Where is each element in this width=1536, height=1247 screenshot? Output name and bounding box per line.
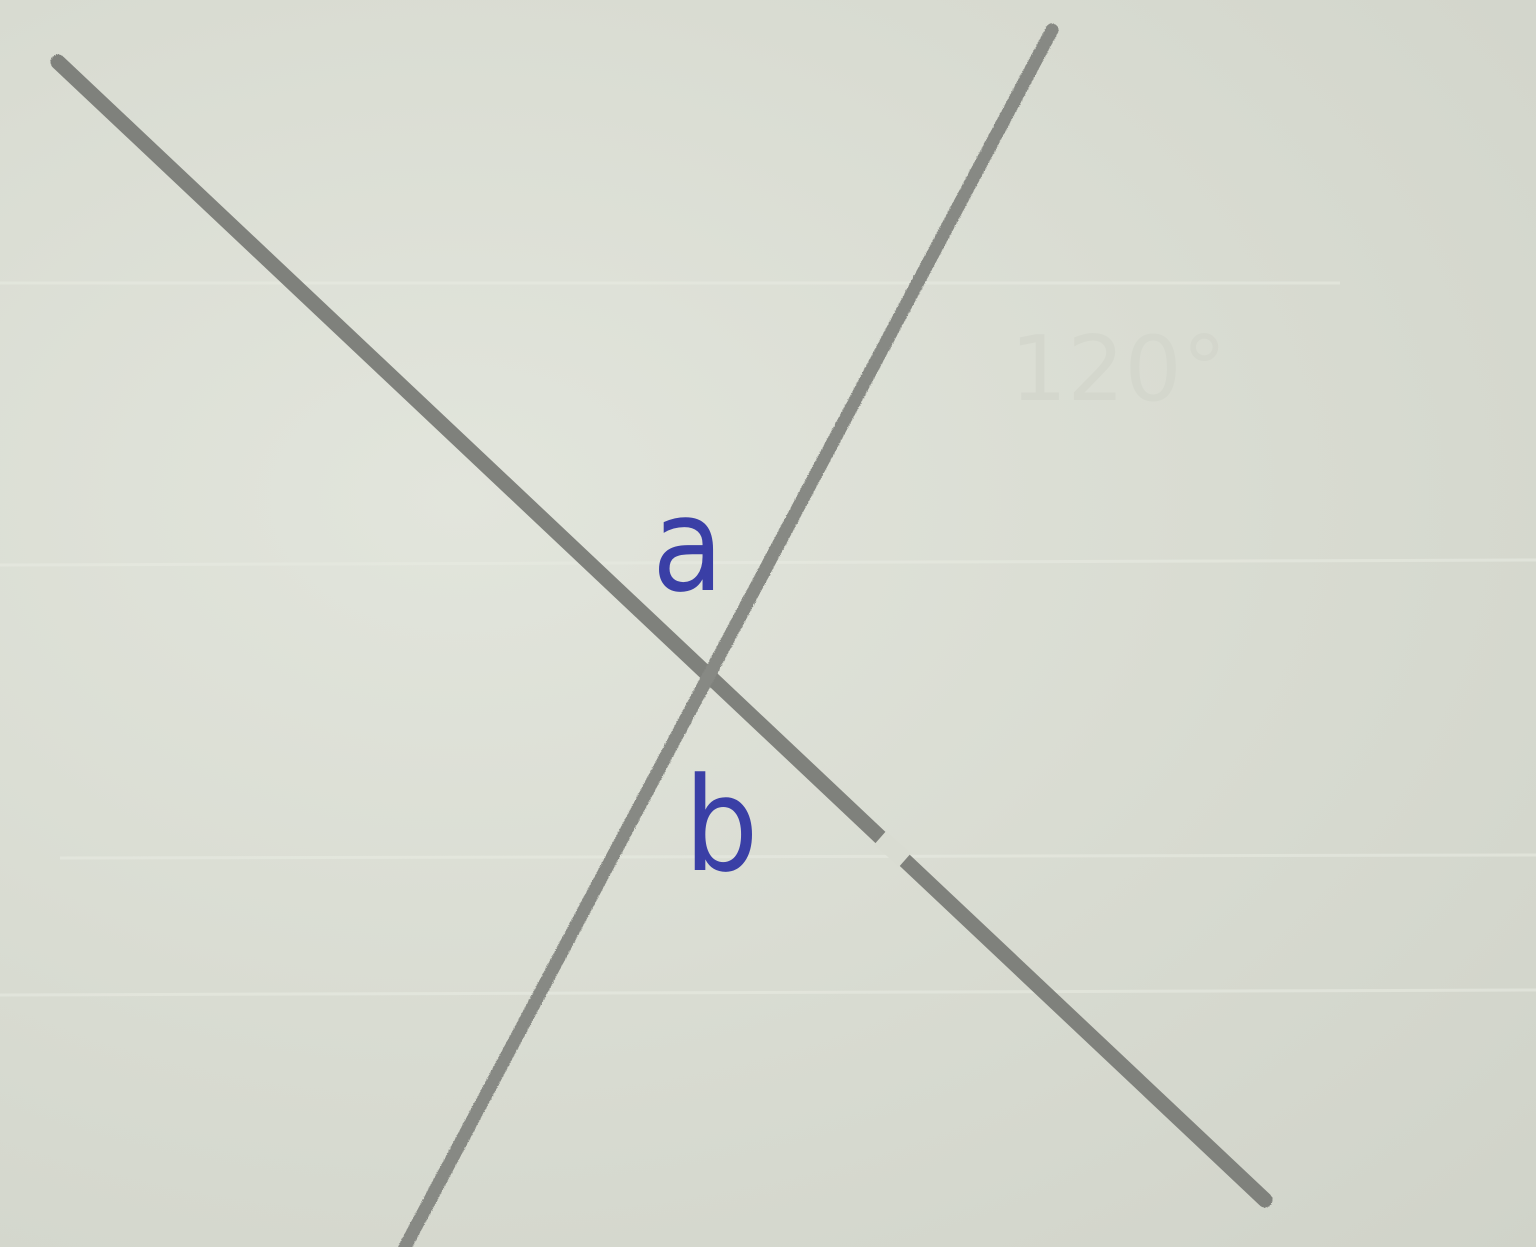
line-two	[398, 23, 1059, 1247]
line-one	[50, 54, 1273, 1208]
angle-label-b: b	[684, 749, 759, 901]
line-gap	[874, 831, 911, 867]
faint-imprint-text: 120°	[1010, 317, 1227, 422]
angle-label-a: a	[651, 469, 724, 621]
paper-creases	[0, 281, 1536, 997]
